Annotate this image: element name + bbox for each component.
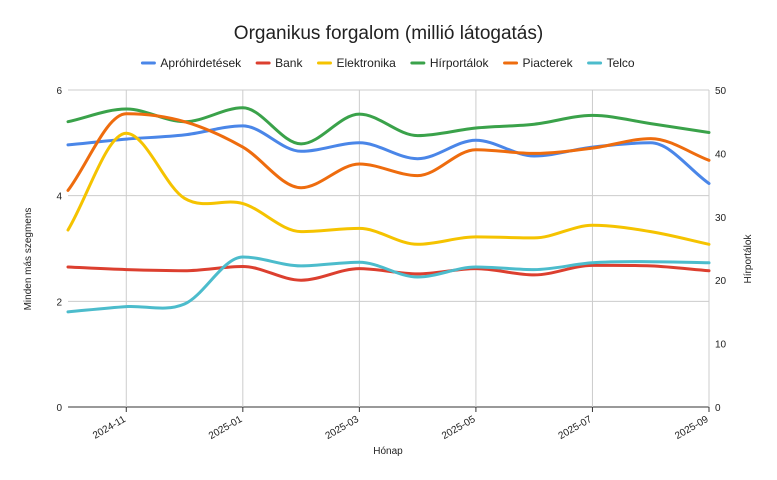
y-tick-label: 4 [56, 192, 62, 203]
legend-label: Hírportálok [430, 56, 490, 70]
series-line-piacterek [66, 112, 711, 192]
x-tick-label: 2024-11 [91, 414, 128, 442]
legend-label: Bank [275, 56, 303, 70]
legend-item-telco: Telco [587, 56, 635, 70]
right-axis: 0 10 20 30 40 50 [715, 86, 727, 414]
y2-tick-label: 10 [715, 340, 727, 351]
series-line-bank [66, 263, 711, 282]
x-tick-label: 2025-01 [207, 414, 245, 442]
y-tick-label: 0 [56, 403, 62, 414]
x-tick-label: 2025-05 [440, 414, 478, 442]
y2-axis-title: Hírportálok [743, 234, 754, 284]
y-axis-title: Minden más szegmens [23, 208, 34, 311]
legend-item-elektronika: Elektronika [316, 56, 396, 70]
x-tick-label: 2025-03 [324, 414, 362, 442]
x-axis-title: Hónap [373, 446, 403, 457]
legend-label: Piacterek [523, 56, 574, 70]
gridlines [68, 89, 710, 408]
left-axis: 0 2 4 6 [56, 86, 62, 414]
legend-label: Telco [607, 56, 635, 70]
x-tick-label: 2025-09 [673, 414, 711, 442]
legend-item-bank: Bank [255, 56, 303, 70]
y-tick-label: 2 [56, 297, 62, 308]
y2-tick-label: 50 [715, 86, 727, 97]
y2-tick-label: 30 [715, 213, 727, 224]
y-tick-label: 6 [56, 86, 62, 97]
legend: Apróhirdetések Bank Elektronika Hírportálok… [140, 56, 635, 70]
legend-label: Elektronika [336, 56, 396, 70]
x-tick-label: 2025-07 [557, 414, 595, 442]
chart-title: Organikus forgalom (millió látogatás) [234, 23, 543, 44]
legend-item-aprohirdetesek: Apróhirdetések [140, 56, 242, 70]
legend-item-hirportalok: Hírportálok [410, 56, 490, 70]
x-axis: 2024-11 2025-01 2025-03 2025-05 2025-07 2025-… [91, 407, 711, 442]
y2-tick-label: 40 [715, 149, 727, 160]
series-line-elektronika [66, 131, 711, 246]
series-line-hirportalok [66, 106, 711, 146]
legend-item-piacterek: Piacterek [503, 56, 574, 70]
y2-tick-label: 20 [715, 276, 727, 287]
y2-tick-label: 0 [715, 403, 721, 414]
series-lines [66, 106, 711, 314]
series-line-telco [66, 255, 711, 314]
legend-label: Apróhirdetések [160, 56, 242, 70]
